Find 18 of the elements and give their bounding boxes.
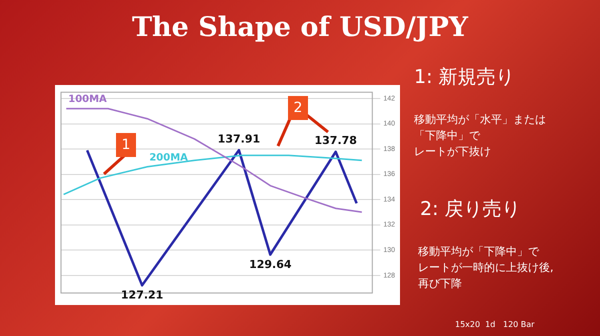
- data-label: 127.21: [120, 288, 164, 302]
- chart-title: The Shape of USD/JPY: [130, 12, 470, 43]
- text: 再び下降: [418, 276, 462, 291]
- series-label: 200MA: [149, 152, 188, 164]
- data-label: 137.78: [314, 134, 357, 148]
- annotation: 2: [288, 96, 308, 120]
- text: レートが下抜け: [414, 144, 491, 159]
- text: 1: 新規売り: [414, 65, 515, 90]
- text: 15x20 1d 120 Bar: [455, 320, 534, 329]
- data-label: 137.91: [218, 132, 260, 146]
- series-label: 100MA: [68, 94, 108, 106]
- text: 移動平均が「下降中」で: [418, 244, 539, 259]
- text: レートが一時的に上抜け後,: [418, 260, 554, 275]
- annotation: 1: [116, 133, 136, 157]
- text: 移動平均が「水平」または: [414, 112, 546, 127]
- data-label: 129.64: [249, 258, 292, 271]
- text: 「下降中」で: [414, 128, 480, 143]
- text: 2: 戻り売り: [420, 197, 521, 222]
